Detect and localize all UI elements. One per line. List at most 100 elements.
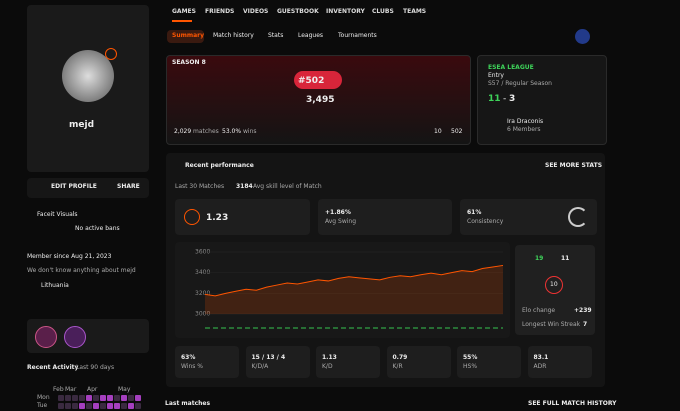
- elo: 3,495: [306, 95, 335, 105]
- esea-wins: 11: [488, 94, 501, 104]
- day: Tue: [37, 402, 48, 409]
- stat-box: [318, 199, 452, 235]
- active-subtab: [167, 30, 204, 43]
- division: Entry: [488, 72, 504, 79]
- stat-value: 0.79: [392, 354, 408, 361]
- activity-cell: [114, 395, 120, 401]
- about: We don't know anything about mejd: [27, 267, 136, 274]
- elo-change: +239: [574, 307, 592, 314]
- month: Apr: [87, 386, 98, 393]
- activity-cell: [86, 395, 92, 401]
- rank-pill: [294, 71, 342, 89]
- esea-logo: [575, 29, 590, 44]
- y-tick-label: 3400: [195, 269, 210, 276]
- season-card: [166, 55, 471, 145]
- members: 6 Members: [507, 126, 541, 133]
- esea-season: S57 / Regular Season: [488, 80, 552, 87]
- badge: [64, 326, 86, 348]
- stat-label: K/D/A: [251, 363, 269, 370]
- matches: 2,029: [174, 128, 192, 135]
- activity-cell: [72, 395, 78, 401]
- y-tick-label: 3200: [195, 290, 210, 297]
- activity-cell: [107, 395, 113, 401]
- stat-box: [316, 346, 380, 378]
- activity-cell: [72, 403, 78, 409]
- team: Ira Draconis: [507, 118, 544, 125]
- activity-cell: [128, 403, 134, 409]
- activity-cell: [58, 395, 64, 401]
- edit-profile[interactable]: EDIT PROFILE: [51, 183, 97, 190]
- nav-tab[interactable]: VIDEOS: [243, 8, 269, 15]
- level: 10: [434, 128, 442, 135]
- activity-cell: [135, 395, 141, 401]
- sub-tab[interactable]: Summary: [172, 32, 205, 39]
- see-more-stats[interactable]: SEE MORE STATS: [545, 162, 603, 169]
- month: Feb: [53, 386, 64, 393]
- consistency-label: Consistency: [467, 218, 504, 225]
- esea-card: [477, 55, 607, 145]
- full-history[interactable]: SEE FULL MATCH HISTORY: [528, 400, 617, 407]
- sub-tab[interactable]: Stats: [268, 32, 284, 39]
- stat-value: 15 / 13 / 4: [251, 354, 286, 361]
- nav-tab[interactable]: GUESTBOOK: [277, 8, 319, 15]
- month: May: [118, 386, 131, 393]
- y-tick-label: 3600: [195, 249, 210, 256]
- position: 502: [451, 128, 463, 135]
- activity-cell: [93, 403, 99, 409]
- consistency-ring: [568, 207, 588, 227]
- elo-chart: 3000 3200 3400 3600: [195, 249, 504, 329]
- elo-change-label: Elo change: [522, 307, 556, 314]
- last-matches-title: Last matches: [165, 400, 211, 407]
- bans: No active bans: [75, 225, 120, 232]
- wins-label: wins: [243, 128, 257, 135]
- profile-actions: [27, 178, 149, 198]
- activity-cell: [121, 403, 127, 409]
- activity-cell: [58, 403, 64, 409]
- consistency: 61%: [467, 209, 482, 216]
- activity-cell: [107, 403, 113, 409]
- stat-value: 55%: [463, 354, 478, 361]
- activity-cell: [100, 395, 106, 401]
- nav-tab[interactable]: CLUBS: [372, 8, 394, 15]
- avg-level: 3184: [236, 183, 253, 190]
- active-tab-indicator: [172, 20, 192, 22]
- streak-label: Longest Win Streak: [522, 321, 581, 328]
- share[interactable]: SHARE: [117, 183, 140, 190]
- nav-tab[interactable]: TEAMS: [403, 8, 427, 15]
- esea-label: ESEA LEAGUE: [488, 64, 534, 71]
- member-since: Member since Aug 21, 2023: [27, 253, 112, 260]
- sub-tab[interactable]: Match history: [213, 32, 254, 39]
- y-tick-label: 3000: [195, 311, 210, 318]
- activity-cell: [121, 395, 127, 401]
- activity-cell: [65, 395, 71, 401]
- stat-box: [386, 346, 451, 378]
- level-ring: [545, 276, 563, 294]
- activity-cell: [86, 403, 92, 409]
- activity-cell: [128, 395, 134, 401]
- stat-label: ADR: [533, 363, 547, 370]
- stat-value: 1.13: [322, 354, 337, 361]
- avatar: [62, 50, 114, 102]
- nav-tab[interactable]: FRIENDS: [205, 8, 235, 15]
- stat-value: 83.1: [533, 354, 549, 361]
- rank: #502: [298, 76, 325, 86]
- stat-label: K/R: [392, 363, 403, 370]
- nav-tab[interactable]: INVENTORY: [326, 8, 365, 15]
- avg-level-label: Avg skill level of Match: [253, 183, 322, 190]
- activity-range: Last 90 days: [76, 364, 115, 371]
- esea-losses: 3: [509, 94, 516, 104]
- elo-line: [204, 264, 504, 297]
- winrate: 53.0%: [222, 128, 242, 135]
- last-matches: Last 30 Matches: [175, 183, 225, 190]
- level: 10: [550, 281, 558, 288]
- activity-cell: [100, 403, 106, 409]
- sub-tab[interactable]: Leagues: [298, 32, 324, 39]
- activity-cell: [114, 403, 120, 409]
- nav-tab[interactable]: GAMES: [172, 8, 196, 15]
- activity-cell: [135, 403, 141, 409]
- stat-box: [457, 346, 521, 378]
- sub-tab[interactable]: Tournaments: [338, 32, 377, 39]
- stat-box: [175, 346, 239, 378]
- country: Lithuania: [41, 282, 69, 289]
- swing-label: Avg Swing: [325, 218, 357, 225]
